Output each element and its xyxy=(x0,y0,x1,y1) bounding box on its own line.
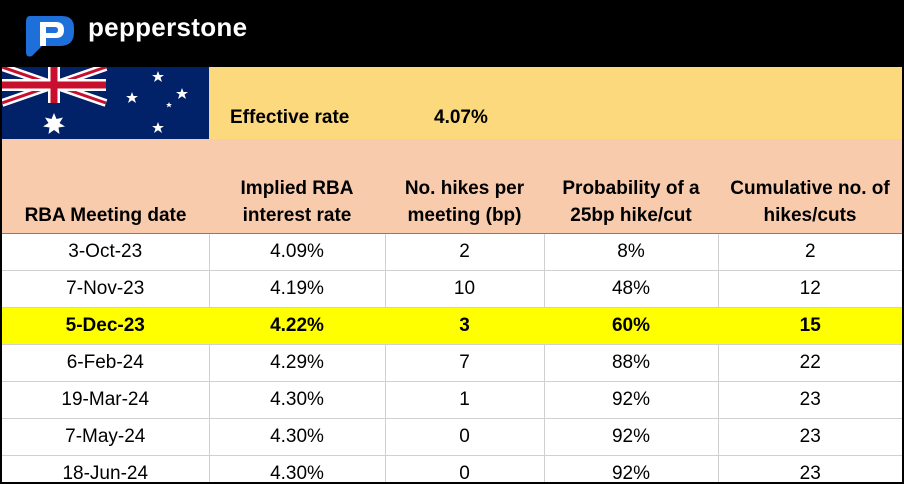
probability-cell: 92% xyxy=(544,418,719,456)
brand-header: pepperstone xyxy=(2,2,902,67)
table-row: 3-Oct-23 4.09% 2 8% 2 xyxy=(2,233,902,271)
table-row: 18-Jun-24 4.30% 0 92% 23 xyxy=(2,455,902,482)
probability-cell: 92% xyxy=(544,455,719,482)
meeting-date-cell: 6-Feb-24 xyxy=(2,344,210,382)
effective-rate-label: Effective rate xyxy=(230,107,350,128)
effective-rate-value: 4.07% xyxy=(434,107,488,128)
implied-rate-cell: 4.30% xyxy=(209,381,386,419)
cumulative-cell: 23 xyxy=(718,455,902,482)
meeting-date-cell: 18-Jun-24 xyxy=(2,455,210,482)
probability-cell: 88% xyxy=(544,344,719,382)
column-header-implied-rate: Implied RBA interest rate xyxy=(209,139,385,234)
probability-cell: 92% xyxy=(544,381,719,419)
effective-rate-band: Effective rate 4.07% xyxy=(209,67,902,139)
table-row: 7-Nov-23 4.19% 10 48% 12 xyxy=(2,270,902,308)
cumulative-cell: 22 xyxy=(718,344,902,382)
meeting-date-cell: 5-Dec-23 xyxy=(2,307,210,345)
hikes-cell: 3 xyxy=(385,307,545,345)
column-header-meeting-date: RBA Meeting date xyxy=(2,139,209,234)
table-row: 7-May-24 4.30% 0 92% 23 xyxy=(2,418,902,456)
table-header-row: RBA Meeting date Implied RBA interest ra… xyxy=(2,139,902,234)
rba-meeting-table: RBA Meeting date Implied RBA interest ra… xyxy=(2,139,902,482)
cumulative-cell: 12 xyxy=(718,270,902,308)
implied-rate-cell: 4.22% xyxy=(209,307,386,345)
meeting-date-cell: 19-Mar-24 xyxy=(2,381,210,419)
hikes-cell: 1 xyxy=(385,381,545,419)
implied-rate-cell: 4.09% xyxy=(209,233,386,271)
australia-flag-icon xyxy=(2,67,209,139)
column-header-cumulative: Cumulative no. of hikes/cuts xyxy=(718,139,902,234)
meeting-date-cell: 7-May-24 xyxy=(2,418,210,456)
brand-name: pepperstone xyxy=(88,12,248,42)
column-header-probability: Probability of a 25bp hike/cut xyxy=(544,139,718,234)
hikes-cell: 7 xyxy=(385,344,545,382)
cumulative-cell: 23 xyxy=(718,381,902,419)
cumulative-cell: 2 xyxy=(718,233,902,271)
table-row: 19-Mar-24 4.30% 1 92% 23 xyxy=(2,381,902,419)
table-row: 6-Feb-24 4.29% 7 88% 22 xyxy=(2,344,902,382)
implied-rate-cell: 4.19% xyxy=(209,270,386,308)
hikes-cell: 2 xyxy=(385,233,545,271)
hikes-cell: 0 xyxy=(385,418,545,456)
hikes-cell: 10 xyxy=(385,270,545,308)
implied-rate-cell: 4.29% xyxy=(209,344,386,382)
meeting-date-cell: 7-Nov-23 xyxy=(2,270,210,308)
probability-cell: 8% xyxy=(544,233,719,271)
hikes-cell: 0 xyxy=(385,455,545,482)
meeting-date-cell: 3-Oct-23 xyxy=(2,233,210,271)
cumulative-cell: 23 xyxy=(718,418,902,456)
cumulative-cell: 15 xyxy=(718,307,902,345)
probability-cell: 60% xyxy=(544,307,719,345)
pepperstone-logo-icon xyxy=(26,16,74,57)
probability-cell: 48% xyxy=(544,270,719,308)
table-row-highlighted: 5-Dec-23 4.22% 3 60% 15 xyxy=(2,307,902,345)
column-header-hikes-per-meeting: No. hikes per meeting (bp) xyxy=(385,139,544,234)
implied-rate-cell: 4.30% xyxy=(209,455,386,482)
implied-rate-cell: 4.30% xyxy=(209,418,386,456)
